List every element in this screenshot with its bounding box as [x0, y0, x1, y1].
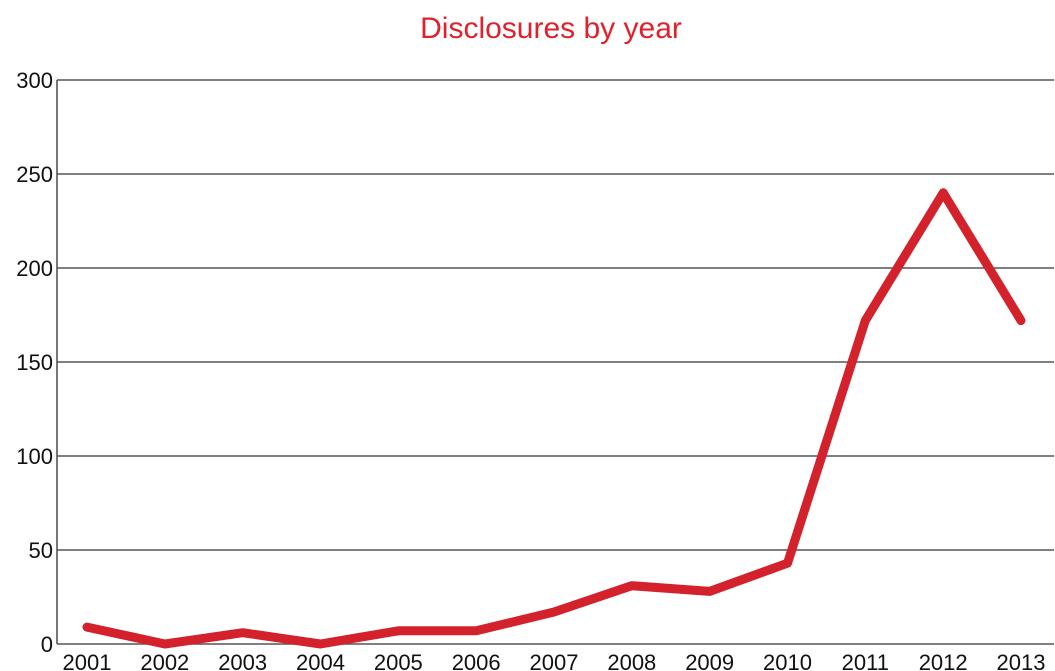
- x-tick-label: 2013: [997, 650, 1046, 671]
- x-tick-label: 2012: [919, 650, 968, 671]
- gridlines: [57, 79, 1054, 551]
- x-tick-label: 2003: [218, 650, 267, 671]
- x-tick-label: 2006: [452, 650, 501, 671]
- axes: [56, 80, 1054, 645]
- x-tick-label: 2002: [140, 650, 189, 671]
- y-tick-label: 50: [29, 538, 53, 563]
- x-tick-label: 2009: [685, 650, 734, 671]
- x-tick-label: 2004: [296, 650, 345, 671]
- x-tick-label: 2001: [63, 650, 112, 671]
- x-tick-label: 2005: [374, 650, 423, 671]
- x-tick-labels: 2001 2002 2003 2004 2005 2006 2007 2008 2009 2010…: [63, 650, 1046, 671]
- y-tick-label: 200: [16, 256, 53, 281]
- y-tick-label: 250: [16, 162, 53, 187]
- x-tick-label: 2008: [607, 650, 656, 671]
- series-layer: [82, 188, 1026, 649]
- y-tick-label: 150: [16, 350, 53, 375]
- x-tick-label: 2007: [530, 650, 579, 671]
- y-tick-label: 0: [41, 632, 53, 657]
- series-line-0: [82, 188, 1026, 649]
- x-tick-label: 2011: [842, 650, 889, 671]
- y-tick-labels: 0 50 100 150 200 250 300: [16, 68, 53, 657]
- y-tick-label: 100: [16, 444, 53, 469]
- x-tick-label: 2010: [763, 650, 812, 671]
- y-tick-label: 300: [16, 68, 53, 93]
- chart-title: Disclosures by year: [420, 12, 682, 45]
